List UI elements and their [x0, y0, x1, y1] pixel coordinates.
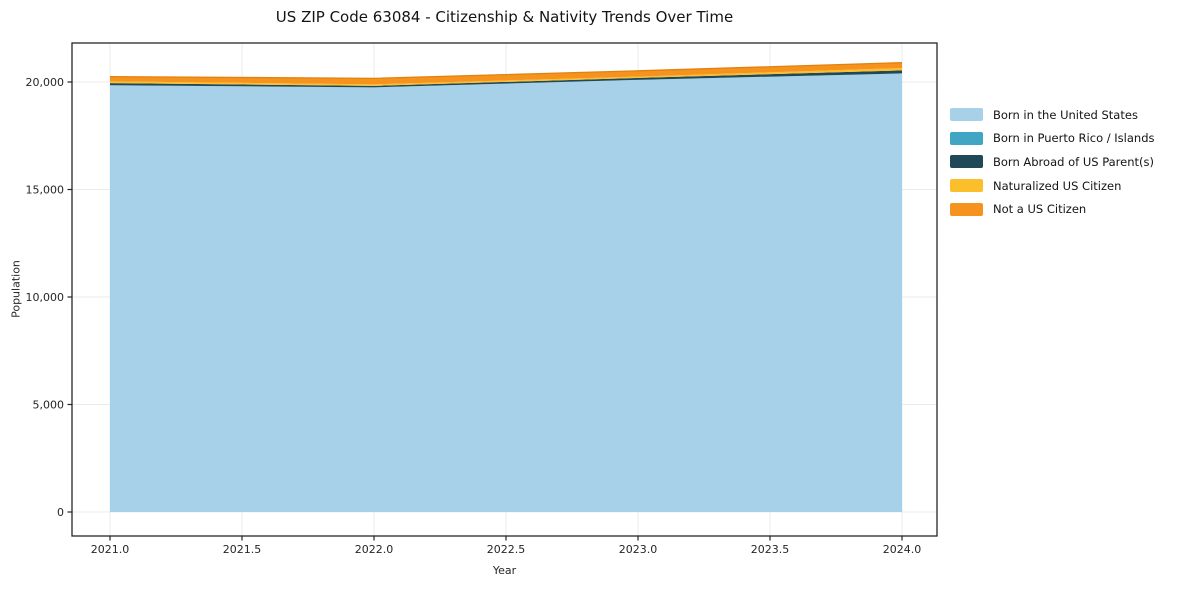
- legend-label: Not a US Citizen: [993, 202, 1087, 217]
- y-tick-label: 0: [57, 506, 64, 519]
- legend-swatch: [950, 202, 983, 216]
- area-born-abroad-of-us-parent-s-: [110, 70, 902, 88]
- legend-item: Naturalized US Citizen: [950, 174, 1185, 198]
- x-tick-label: 2023.5: [751, 543, 790, 556]
- x-tick-label: 2021.5: [223, 543, 262, 556]
- y-tick-label: 10,000: [26, 291, 65, 304]
- legend-label: Naturalized US Citizen: [993, 178, 1122, 193]
- legend-swatch: [950, 108, 983, 122]
- legend-item: Born Abroad of US Parent(s): [950, 150, 1185, 174]
- x-axis-label: Year: [492, 564, 517, 577]
- legend-item: Born in the United States: [950, 103, 1185, 127]
- x-tick-label: 2022.0: [355, 543, 394, 556]
- legend-swatch: [950, 155, 983, 169]
- y-tick-label: 20,000: [26, 76, 65, 89]
- legend-item: Born in Puerto Rico / Islands: [950, 127, 1185, 151]
- legend-label: Born Abroad of US Parent(s): [993, 154, 1154, 169]
- y-tick-label: 5,000: [33, 398, 65, 411]
- x-tick-label: 2024.0: [883, 543, 922, 556]
- legend-item: Not a US Citizen: [950, 197, 1185, 221]
- chart-title: US ZIP Code 63084 - Citizenship & Nativi…: [275, 8, 734, 26]
- y-axis-label: Population: [9, 260, 23, 318]
- legend-swatch: [950, 179, 983, 193]
- y-tick-label: 15,000: [26, 183, 65, 196]
- area-not-a-us-citizen: [110, 62, 902, 85]
- legend-label: Born in Puerto Rico / Islands: [993, 131, 1155, 146]
- x-tick-label: 2023.0: [619, 543, 658, 556]
- area-top-edge: [109, 62, 903, 79]
- x-tick-label: 2022.5: [487, 543, 526, 556]
- legend-label: Born in the United States: [993, 107, 1138, 122]
- plot-border: [71, 42, 938, 537]
- legend: Born in the United States Born in Puerto …: [950, 103, 1185, 221]
- area-born-in-the-united-states: [110, 73, 902, 513]
- chart-svg: 2021.0 2021.5 2022.0 2022.5 2023.0 2023.5 2024…: [26, 42, 938, 556]
- legend-swatch: [950, 131, 983, 145]
- x-tick-label: 2021.0: [91, 543, 130, 556]
